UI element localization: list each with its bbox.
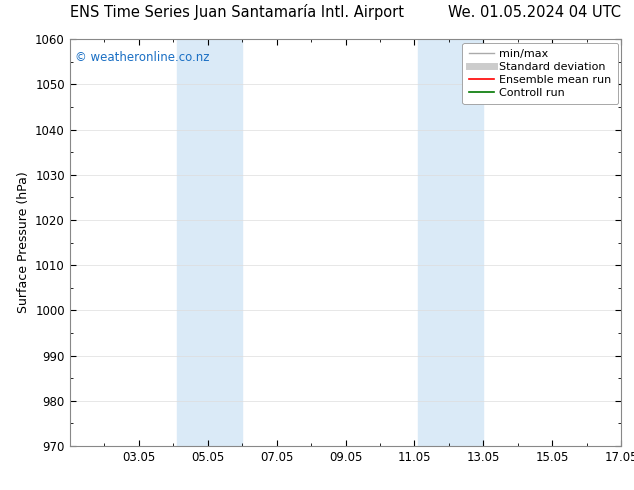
Y-axis label: Surface Pressure (hPa): Surface Pressure (hPa) — [16, 172, 30, 314]
Text: © weatheronline.co.nz: © weatheronline.co.nz — [75, 51, 210, 64]
Bar — [177, 39, 242, 446]
Text: We. 01.05.2024 04 UTC: We. 01.05.2024 04 UTC — [448, 4, 621, 20]
Text: ENS Time Series Juan Santamaría Intl. Airport: ENS Time Series Juan Santamaría Intl. Ai… — [70, 3, 404, 20]
Legend: min/max, Standard deviation, Ensemble mean run, Controll run: min/max, Standard deviation, Ensemble me… — [462, 43, 618, 104]
Bar — [418, 39, 483, 446]
